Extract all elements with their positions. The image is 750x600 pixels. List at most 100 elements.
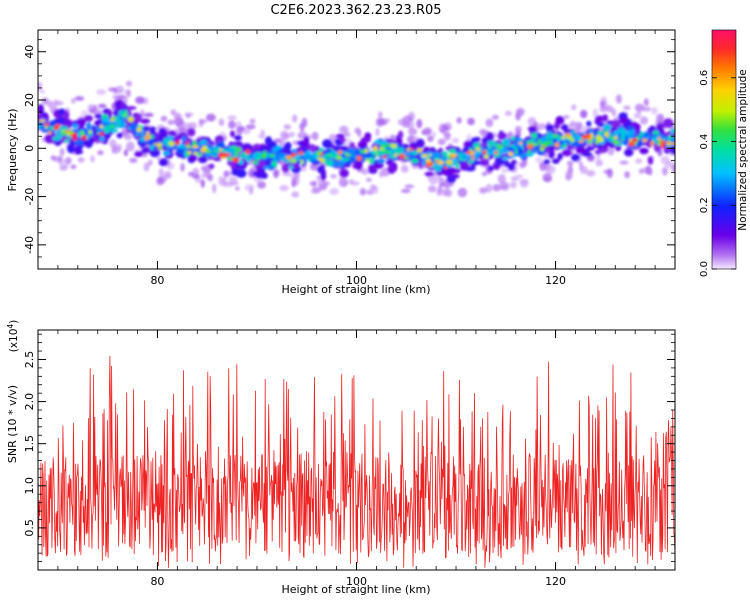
spectrogram-cell [497, 132, 507, 141]
spectrogram-cell [427, 135, 434, 143]
spectrogram-cell [375, 153, 379, 157]
spectrogram-cell [385, 118, 391, 123]
spectrogram-cell [455, 161, 460, 169]
spectrogram-cell [234, 135, 242, 141]
spectrogram-cell [162, 150, 171, 156]
spectrogram-cell [227, 115, 237, 121]
spectrogram-cell [485, 183, 493, 193]
spectrogram-cell [432, 131, 437, 138]
spectrogram-cell [370, 184, 376, 191]
spectrogram-cell [375, 128, 380, 137]
spectrogram-cell [311, 131, 319, 141]
spectrogram-cell [625, 137, 630, 142]
spectrogram-cell [279, 185, 289, 192]
spectrogram-cell [322, 139, 333, 149]
spectrogram-cell [561, 144, 567, 147]
snr-series [38, 355, 675, 568]
spectrogram-cell [604, 132, 609, 138]
spectrogram-cell [91, 124, 96, 131]
spectrogram-cell [238, 159, 244, 165]
spectrogram-cell [285, 155, 292, 160]
spectrogram-cell [38, 104, 44, 115]
spectrogram-cell [344, 160, 353, 165]
spectrogram-cell [648, 168, 653, 176]
spectrogram-cell [176, 143, 185, 149]
x-tick-label: 80 [150, 274, 164, 287]
spectrogram-cell [514, 150, 519, 154]
spectrogram-cell [153, 143, 157, 146]
spectrogram-cell [339, 125, 349, 134]
spectrogram-cell [458, 156, 463, 161]
y-tick-label: 1.0 [23, 477, 36, 495]
spectrogram-cell [47, 131, 52, 135]
spectrogram-cell [380, 148, 387, 155]
spectrogram-cell [49, 126, 54, 131]
spectrogram-cell [575, 145, 586, 154]
spectrogram-cell [360, 137, 372, 143]
spectrogram-cell [59, 126, 64, 131]
spectrogram-cell [535, 156, 543, 163]
y-tick-label: -20 [23, 188, 36, 206]
spectrogram-cell [563, 115, 570, 119]
spectrogram-cell [441, 157, 448, 161]
spectrogram-cell [366, 189, 374, 195]
spectrogram-cell [387, 143, 391, 148]
spectrogram-cell [277, 152, 285, 159]
spectrogram-cell [385, 149, 389, 154]
spectrogram-cell [597, 136, 604, 143]
spectrogram-cell [504, 110, 512, 116]
spectrogram-cell [153, 146, 159, 151]
spectrogram-cell [337, 150, 343, 155]
spectrogram-cell [489, 150, 496, 155]
spectrogram-cell [192, 145, 199, 149]
spectrogram-cell [611, 119, 621, 129]
spectrogram-cell [170, 109, 177, 116]
spectrogram-cell [123, 96, 128, 105]
spectrogram-cell [497, 174, 506, 184]
spectrogram-cell [143, 162, 150, 172]
spectrogram-cell [643, 131, 651, 138]
spectrogram-cell [594, 149, 601, 155]
spectrogram-cell [525, 151, 534, 157]
spectrogram-cell [219, 148, 223, 152]
spectrogram-cell [141, 147, 149, 154]
spectrogram-cell [288, 131, 295, 138]
spectrogram-cell [655, 123, 666, 129]
spectrogram-cell [619, 128, 627, 134]
spectrogram-cell [269, 156, 275, 161]
spectrogram-cell [280, 135, 287, 145]
spectrogram-cell [38, 81, 43, 91]
spectrogram-cell [408, 128, 418, 136]
spectrogram-cell [421, 153, 428, 158]
spectrogram-cell [515, 107, 525, 117]
spectrogram-cell [457, 187, 468, 198]
spectrogram-cell [483, 154, 490, 159]
spectrogram-cell [254, 152, 261, 157]
spectrogram-cell [532, 143, 539, 147]
spectrogram-xlabel: Height of straight line (km) [281, 283, 430, 296]
spectrogram-cell [507, 162, 516, 171]
spectrogram-cell [134, 151, 144, 158]
spectrogram-cell [507, 151, 514, 156]
colorbar-tick-label: 0.0 [699, 261, 710, 277]
spectrogram-cell [588, 129, 594, 134]
spectrogram-cell [123, 113, 127, 118]
spectrogram-cell [404, 156, 410, 160]
spectrogram-cell [249, 118, 256, 124]
spectrogram-cell [543, 159, 551, 165]
spectrogram-cell [348, 153, 352, 157]
spectrogram-cell [173, 112, 182, 123]
spectrogram-cell [595, 115, 605, 123]
colorbar-tick-label: 0.2 [699, 197, 710, 213]
spectrogram-cell [140, 118, 151, 124]
y-tick-label: -40 [23, 236, 36, 254]
spectrogram-cell [113, 125, 120, 129]
spectrogram-cell [127, 116, 135, 123]
spectrogram-cell [192, 174, 201, 179]
spectrogram-cell [469, 147, 473, 151]
spectrogram-cell [310, 153, 317, 160]
spectrogram-cell [493, 153, 501, 158]
spectrogram-cell [271, 160, 278, 168]
spectrogram-cell [624, 171, 630, 179]
spectrogram-cell [88, 130, 93, 134]
